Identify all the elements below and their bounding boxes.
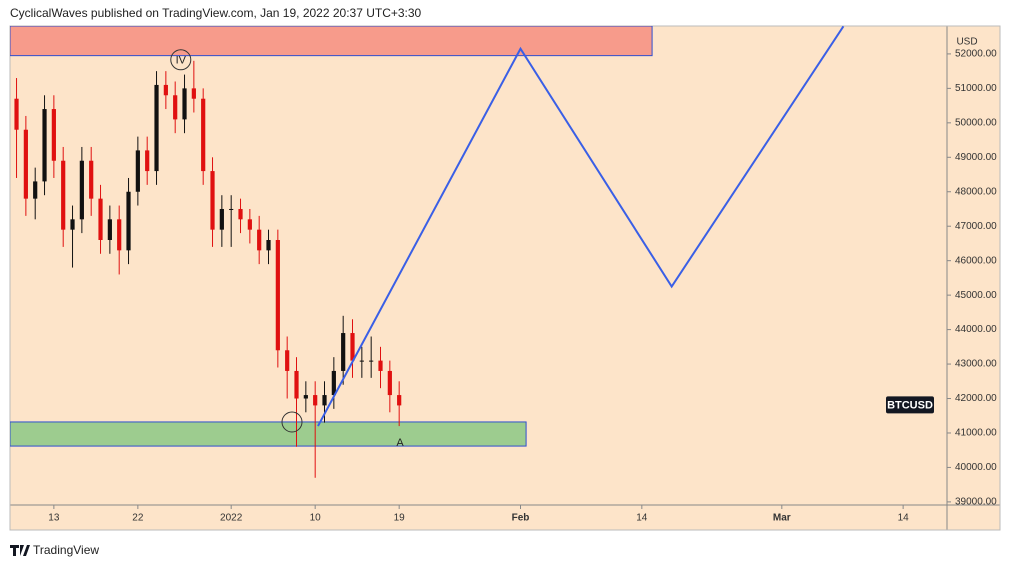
candle-body [107, 219, 112, 240]
candle-body [285, 350, 290, 371]
candle-body [257, 229, 262, 251]
y-tick-label: 48000.00 [955, 186, 997, 197]
candle-body [238, 208, 243, 220]
y-tick-label: 41000.00 [955, 428, 997, 439]
x-tick-label: 14 [636, 513, 648, 524]
wave-circle [170, 49, 192, 71]
wave-circle [281, 411, 303, 433]
x-tick-label: 22 [132, 513, 144, 524]
y-tick-label: 46000.00 [955, 255, 997, 266]
candle-body [145, 150, 150, 172]
y-tick-label: 42000.00 [955, 393, 997, 404]
y-tick-label: 43000.00 [955, 359, 997, 370]
x-tick-label: 14 [898, 513, 910, 524]
candle-body [182, 88, 187, 120]
footer-brand: TradingView [33, 543, 99, 557]
candle-body [79, 160, 84, 220]
candle-body [303, 395, 308, 399]
candle-body [229, 208, 234, 210]
candle-body [350, 333, 355, 361]
candle-body [135, 150, 140, 192]
candle-body [51, 109, 56, 161]
wave-label: IV [176, 55, 187, 67]
candle-body [42, 109, 47, 182]
tradingview-logo [10, 545, 30, 556]
symbol-badge [886, 396, 934, 414]
x-tick-label: 2022 [220, 513, 243, 524]
candle-body [14, 98, 19, 130]
zone [10, 421, 527, 447]
candle-body [294, 370, 299, 399]
y-tick-label: 39000.00 [955, 497, 997, 508]
y-tick-label: 50000.00 [955, 117, 997, 128]
wave-label: A [396, 437, 404, 449]
candle-body [126, 191, 131, 251]
candle-body [117, 219, 122, 251]
candle-body [397, 395, 402, 406]
plot: IV A [10, 26, 845, 478]
x-tick-label: Mar [773, 513, 791, 524]
x-tick-label: 10 [310, 513, 322, 524]
symbol-label: BTCUSD [887, 399, 933, 411]
candle-body [173, 95, 178, 120]
candle-body [201, 98, 206, 172]
x-tick-label: Feb [512, 513, 530, 524]
candle-body [219, 208, 224, 230]
x-tick-label: 19 [394, 513, 406, 524]
y-tick-label: 49000.00 [955, 152, 997, 163]
y-tick-label: 51000.00 [955, 83, 997, 94]
candle-body [191, 88, 196, 99]
header: CyclicalWaves published on TradingView.c… [10, 6, 422, 20]
y-tick-label: 44000.00 [955, 324, 997, 335]
y-tick-label: 45000.00 [955, 290, 997, 301]
candle-body [89, 160, 94, 199]
y-tick-label: 40000.00 [955, 462, 997, 473]
y-tick-label: 52000.00 [955, 49, 997, 60]
candle-body [313, 395, 318, 406]
x-tick-label: 13 [48, 513, 60, 524]
candle-body [341, 333, 346, 371]
candle-body [369, 360, 374, 362]
candle-body [210, 171, 215, 230]
candle-body [331, 370, 336, 396]
candle-body [98, 198, 103, 240]
candle-body [70, 219, 75, 230]
candle-body [322, 395, 327, 406]
y-tick-label: 47000.00 [955, 221, 997, 232]
candle-body [387, 370, 392, 396]
projection-line [317, 26, 845, 427]
candle-body [275, 239, 280, 351]
candle-body [33, 181, 38, 199]
candle-body [359, 360, 364, 362]
zone [10, 26, 653, 57]
candle-body [154, 84, 159, 172]
currency-label: USD [956, 37, 977, 48]
candle-body [247, 219, 252, 230]
candle-body [61, 160, 66, 230]
candle-body [23, 129, 28, 199]
candle-body [266, 239, 271, 251]
candle-body [163, 84, 168, 96]
candle-body [378, 360, 383, 371]
